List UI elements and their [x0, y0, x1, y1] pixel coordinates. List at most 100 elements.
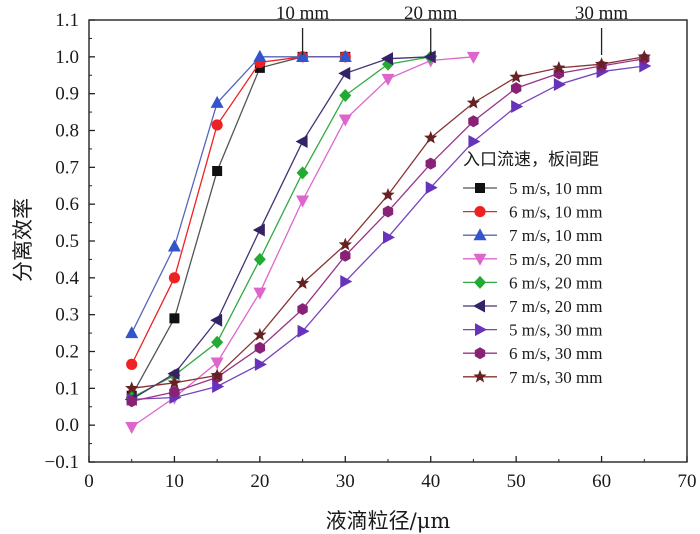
y-tick-label: 0.2	[55, 342, 79, 363]
data-point	[252, 223, 265, 237]
legend-marker	[474, 206, 486, 218]
data-point	[425, 181, 438, 195]
data-point	[253, 327, 267, 341]
series-1	[126, 51, 351, 401]
data-point	[126, 358, 138, 370]
y-tick-label: 0.4	[55, 268, 79, 289]
data-point	[466, 95, 481, 109]
x-axis-title: 液滴粒径/μm	[326, 509, 451, 533]
data-point	[212, 379, 225, 393]
x-tick-label: 50	[507, 471, 526, 492]
data-point	[297, 324, 310, 338]
series-2	[126, 51, 351, 370]
legend-marker	[473, 299, 485, 313]
series-5	[125, 50, 437, 405]
legend-item: 7 m/s, 30 mm	[463, 368, 603, 387]
series-6	[124, 50, 436, 406]
data-point	[594, 57, 609, 70]
legend-item: 7 m/s, 20 mm	[463, 297, 603, 316]
data-point	[382, 205, 394, 218]
legend-label: 6 m/s, 20 mm	[509, 273, 603, 292]
legend-item: 5 m/s, 20 mm	[463, 250, 603, 269]
data-point	[509, 70, 523, 83]
data-point	[553, 77, 566, 91]
data-point	[381, 52, 393, 66]
data-point	[125, 381, 139, 394]
series-line	[131, 56, 474, 428]
series-line	[131, 56, 431, 400]
data-point	[424, 130, 438, 144]
legend-label: 5 m/s, 20 mm	[509, 250, 603, 269]
legend-marker	[473, 253, 487, 266]
data-point	[168, 272, 181, 284]
legend-item: 6 m/s, 20 mm	[463, 273, 603, 292]
data-point	[338, 66, 351, 80]
series-line	[131, 56, 431, 399]
x-tick-label: 0	[84, 471, 94, 492]
legend-marker	[475, 183, 485, 193]
data-point	[340, 249, 351, 262]
data-point	[167, 239, 181, 252]
data-point	[254, 357, 267, 371]
x-tick-label: 40	[421, 471, 440, 492]
data-point	[254, 341, 266, 354]
data-point	[468, 135, 481, 149]
data-point	[210, 368, 224, 382]
plot-frame: 0 10 20 30 40 50 60 70 −0.1 0.0 0.1 0.2 0.3 0.4 0.5 0.6…	[45, 10, 697, 492]
data-point	[466, 51, 480, 64]
legend-label: 6 m/s, 30 mm	[509, 344, 603, 363]
data-point	[552, 60, 566, 74]
data-point	[125, 422, 139, 435]
data-point	[296, 166, 309, 180]
data-point	[425, 157, 436, 170]
data-point	[253, 252, 266, 266]
data-point	[338, 114, 352, 127]
data-point	[510, 82, 522, 95]
y-tick-label: 0.9	[55, 84, 79, 105]
legend-item: 5 m/s, 10 mm	[463, 179, 603, 198]
data-point	[339, 89, 352, 103]
y-tick-label: 0.5	[55, 231, 79, 252]
y-tick-label: 0.6	[55, 194, 79, 215]
legend-label: 7 m/s, 20 mm	[509, 297, 603, 316]
y-tick-label: 0.8	[55, 121, 79, 142]
legend-marker	[474, 347, 486, 360]
legend-label: 6 m/s, 10 mm	[509, 203, 603, 222]
legend-marker	[473, 369, 487, 383]
data-point	[126, 395, 137, 408]
y-tick-label: 1.0	[55, 47, 79, 68]
data-point	[169, 313, 180, 324]
data-point	[296, 195, 310, 208]
data-point	[637, 49, 651, 63]
data-point	[297, 303, 308, 316]
data-point	[296, 49, 310, 62]
annotation-label: 10 mm	[276, 3, 330, 24]
data-point	[169, 386, 180, 399]
data-point	[210, 313, 223, 327]
data-point	[295, 276, 310, 290]
x-tick-label: 70	[678, 471, 697, 492]
legend-item: 6 m/s, 30 mm	[463, 344, 603, 363]
legend-item: 6 m/s, 10 mm	[463, 203, 603, 222]
x-tick-label: 10	[165, 471, 184, 492]
y-tick-label: 0.1	[55, 378, 79, 399]
legend-marker	[475, 323, 487, 337]
legend-marker	[474, 275, 486, 289]
legend-title: 入口流速，板间距	[463, 150, 599, 170]
data-point	[381, 187, 395, 201]
data-point	[383, 230, 395, 244]
y-tick-label: 0.7	[55, 157, 79, 178]
data-point	[253, 49, 267, 62]
y-tick-label: −0.1	[45, 452, 79, 473]
series-line	[131, 56, 346, 334]
series-3	[125, 49, 352, 339]
legend-label: 7 m/s, 10 mm	[509, 226, 603, 245]
annotation-group: 10 mm 20 mm 30 mm	[276, 3, 628, 55]
legend-item: 7 m/s, 10 mm	[463, 226, 603, 245]
legend: 入口流速，板间距 5 m/s, 10 mm 6 m/s, 10 mm 7 m/s, 1…	[463, 150, 603, 387]
data-point	[338, 49, 352, 62]
legend-label: 5 m/s, 10 mm	[509, 179, 603, 198]
x-tick-label: 30	[336, 471, 355, 492]
data-point	[211, 119, 223, 131]
data-point	[295, 135, 308, 149]
